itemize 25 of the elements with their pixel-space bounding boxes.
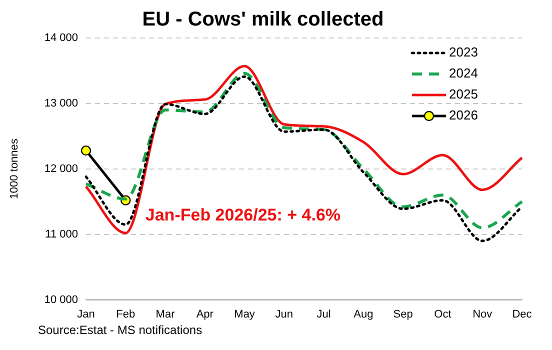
source-note: Source:Estat - MS notifications: [38, 323, 202, 337]
x-tick-label: Dec: [512, 308, 532, 320]
y-axis-title: 1000 tonnes: [8, 138, 21, 200]
x-tick-label: Mar: [156, 308, 176, 320]
y-tick-label: 13 000: [44, 97, 78, 110]
chart-title: EU - Cows' milk collected: [142, 8, 384, 31]
x-tick-label: Jun: [275, 308, 294, 320]
x-tick-label: Jul: [316, 308, 331, 320]
y-tick-label: 12 000: [44, 162, 78, 175]
x-tick-label: Feb: [116, 308, 136, 320]
annotation: Jan-Feb 2026/25: + 4.6%: [145, 206, 341, 225]
legend-label: 2023: [449, 44, 478, 60]
x-tick-label: Nov: [472, 308, 493, 320]
x-tick-label: Apr: [196, 308, 214, 320]
x-tick-label: Sep: [393, 308, 413, 320]
legend-label: 2024: [449, 66, 478, 81]
x-tick-label: Oct: [434, 308, 452, 320]
x-tick-label: Aug: [354, 308, 374, 320]
legend-label: 2025: [449, 86, 478, 102]
y-tick-label: 14 000: [44, 32, 78, 44]
x-tick-label: May: [234, 308, 256, 320]
y-tick-label: 11 000: [45, 228, 78, 240]
legend-label: 2026: [449, 108, 478, 123]
x-tick-label: Jan: [77, 308, 95, 320]
y-tick-label: 10 000: [44, 294, 78, 306]
